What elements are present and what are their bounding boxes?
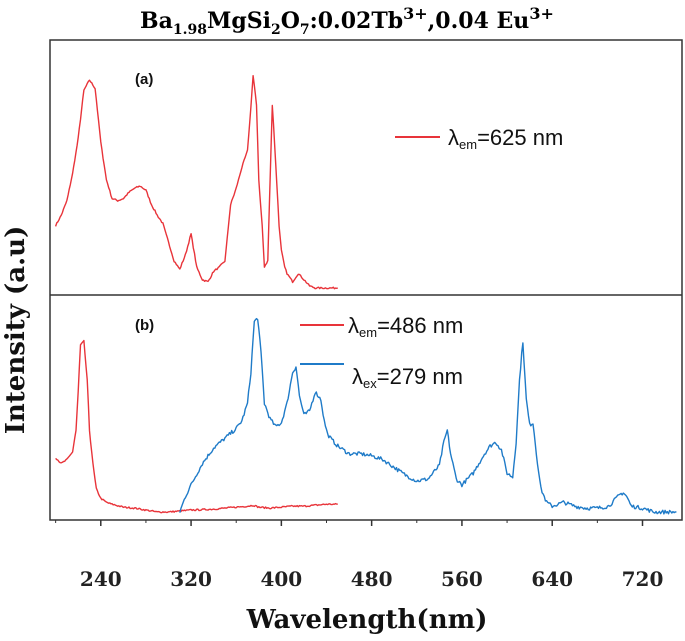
legend-label-em-625: λem=625 nm — [448, 125, 563, 152]
series-line-b-2 — [179, 317, 677, 515]
series-line-a-1 — [54, 75, 338, 290]
x-tick-label: 720 — [622, 567, 664, 591]
x-axis-ticks: 240 320 400 480 560 640 720 — [55, 520, 664, 591]
legend-label-em-486: λem=486 nm — [348, 313, 463, 340]
x-tick-label: 240 — [80, 567, 122, 591]
panel-b-label: (b) — [135, 317, 154, 334]
legend-a: λem=625 nm — [395, 125, 563, 152]
x-tick-label: 320 — [170, 567, 212, 591]
y-axis-label: Intensity (a.u) — [1, 226, 31, 435]
x-tick-label: 560 — [441, 567, 483, 591]
series-layer — [54, 75, 677, 515]
x-tick-label: 480 — [351, 567, 393, 591]
x-tick-label: 640 — [531, 567, 573, 591]
panel-a-label: (a) — [135, 71, 153, 88]
series-line-b-1 — [55, 339, 338, 514]
x-axis-label: Wavelength(nm) — [246, 605, 488, 635]
plot-frames — [49, 39, 683, 521]
plot-frame — [49, 39, 683, 521]
x-tick-label: 400 — [260, 567, 302, 591]
legend-label-ex-279: λex=279 nm — [352, 364, 463, 391]
chart-title: Ba1.98MgSi2O7:0.02Tb3+,0.04 Eu3+ — [140, 4, 554, 38]
legend-b: λem=486 nm λex=279 nm — [300, 313, 463, 391]
